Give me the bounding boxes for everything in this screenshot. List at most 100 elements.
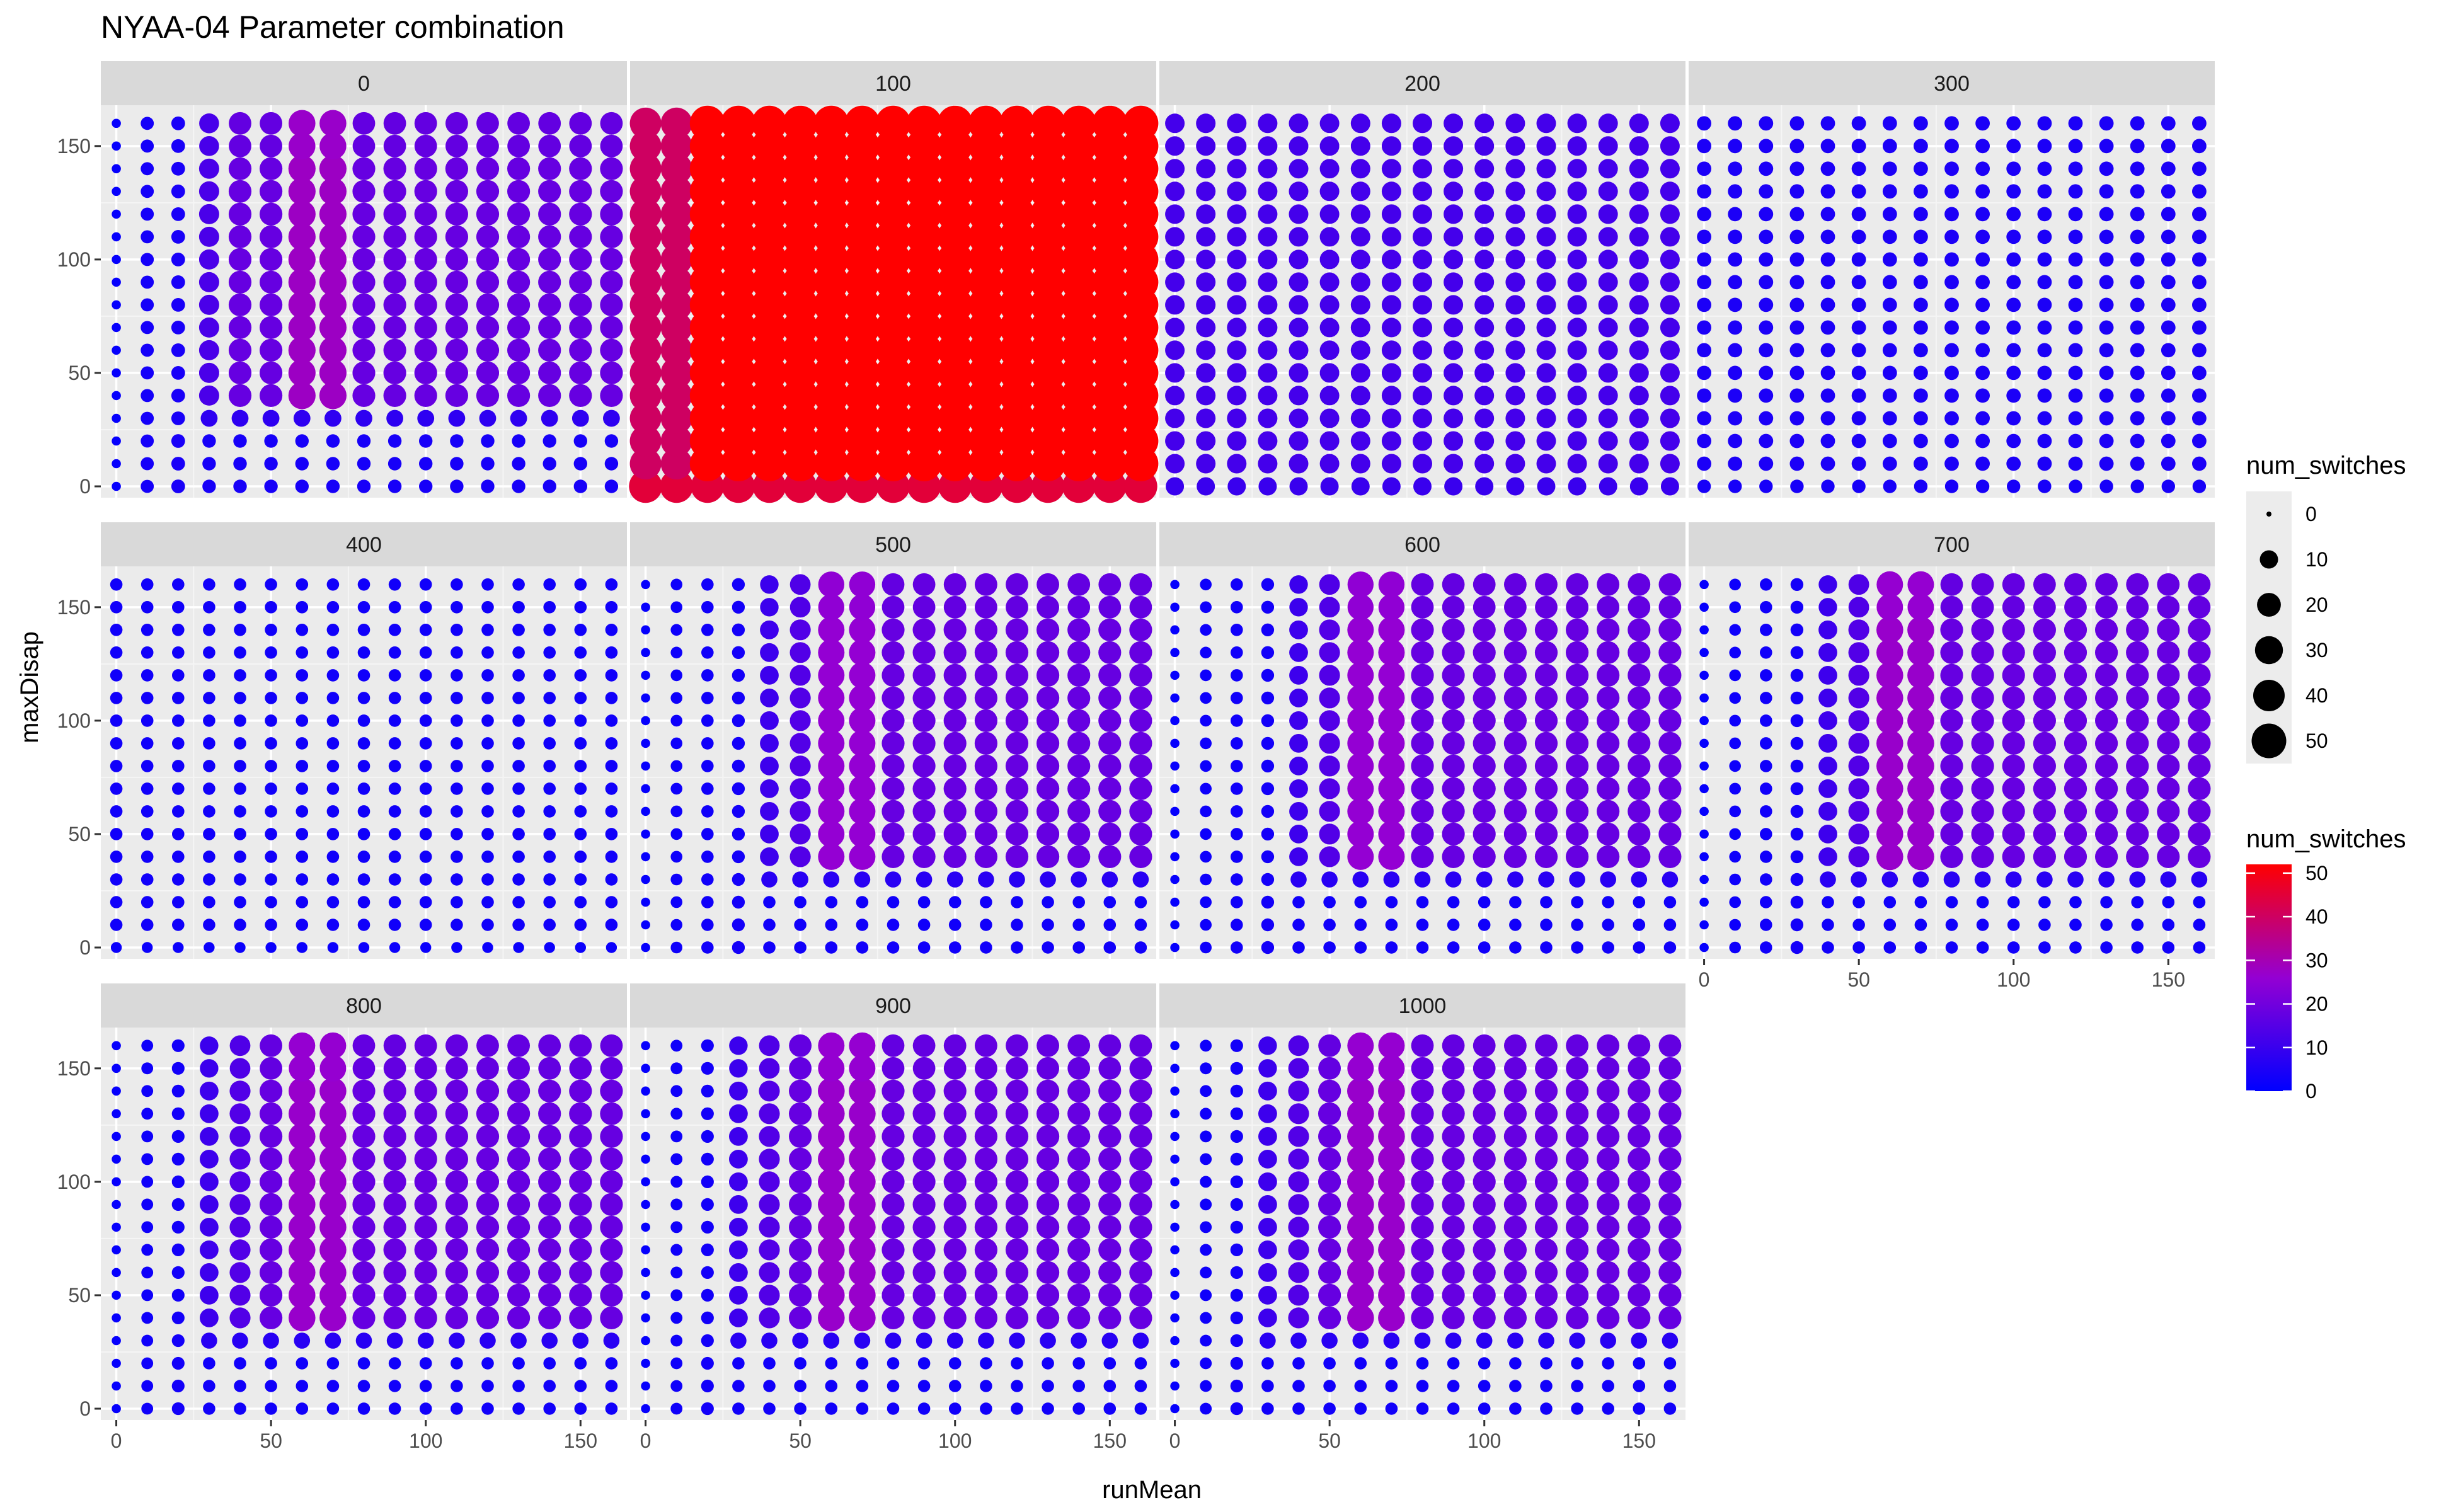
- data-point: [605, 1357, 618, 1370]
- data-point: [1350, 386, 1370, 406]
- data-point: [943, 709, 967, 732]
- data-point: [1663, 919, 1677, 931]
- data-point: [1820, 297, 1835, 312]
- data-point: [1631, 1332, 1648, 1349]
- data-point: [1170, 874, 1180, 885]
- data-point: [2095, 573, 2118, 596]
- data-point: [231, 410, 249, 427]
- data-point: [670, 850, 682, 863]
- data-point: [849, 594, 876, 621]
- data-point: [569, 1238, 592, 1261]
- data-point: [1566, 845, 1589, 868]
- data-point: [1728, 479, 1742, 493]
- data-point: [1036, 1102, 1060, 1125]
- data-point: [732, 918, 745, 932]
- data-point: [1975, 139, 1990, 154]
- data-point: [1534, 1102, 1558, 1125]
- x-tick-label: 0: [1169, 1429, 1181, 1452]
- data-point: [171, 1402, 185, 1416]
- data-point: [1503, 1215, 1527, 1239]
- data-point: [296, 873, 309, 886]
- data-point: [1883, 941, 1897, 954]
- data-point: [1760, 737, 1772, 750]
- data-point: [1381, 113, 1401, 134]
- data-point: [141, 253, 154, 266]
- data-point: [260, 202, 283, 226]
- data-point: [1098, 777, 1122, 800]
- facet-strip-label: 300: [1934, 72, 1970, 96]
- data-point: [1170, 897, 1180, 907]
- data-point: [603, 1332, 620, 1349]
- data-point: [507, 293, 531, 316]
- data-point: [2192, 479, 2207, 493]
- data-point: [641, 580, 650, 590]
- data-point: [670, 1040, 683, 1052]
- data-point: [1411, 1215, 1434, 1239]
- data-point: [641, 670, 650, 680]
- data-point: [1200, 760, 1212, 772]
- data-point: [732, 646, 745, 660]
- data-point: [1381, 386, 1401, 406]
- data-point: [670, 601, 682, 614]
- data-point: [1729, 805, 1741, 818]
- data-point: [2157, 754, 2180, 777]
- data-point: [171, 184, 185, 198]
- data-point: [1197, 477, 1215, 496]
- data-point: [198, 249, 219, 270]
- data-point: [670, 1221, 683, 1234]
- data-point: [1789, 343, 1805, 358]
- data-point: [507, 316, 531, 339]
- data-point: [260, 338, 283, 362]
- data-point: [1628, 663, 1651, 687]
- data-point: [1320, 477, 1339, 496]
- data-point: [1507, 1332, 1524, 1349]
- data-point: [141, 457, 154, 471]
- data-point: [1975, 320, 1990, 335]
- data-point: [1473, 595, 1496, 619]
- data-point: [2098, 871, 2115, 888]
- data-point: [1442, 1261, 1465, 1284]
- data-point: [1258, 1195, 1277, 1214]
- data-point: [1534, 686, 1558, 709]
- data-point: [1536, 181, 1556, 202]
- data-point: [512, 805, 525, 818]
- data-point: [2037, 343, 2052, 358]
- data-point: [112, 232, 121, 242]
- data-point: [141, 366, 154, 380]
- facet-strip-label: 600: [1404, 533, 1440, 557]
- data-point: [445, 1238, 469, 1261]
- data-point: [881, 777, 905, 800]
- data-point: [2095, 799, 2118, 823]
- data-point: [1005, 731, 1029, 755]
- data-point: [1318, 1193, 1341, 1216]
- facet-strip-label: 800: [346, 994, 382, 1018]
- data-point: [1660, 136, 1680, 156]
- data-point: [574, 578, 587, 591]
- data-point: [1818, 779, 1837, 798]
- data-point: [1036, 754, 1060, 777]
- data-point: [1940, 845, 1963, 868]
- data-point: [849, 1100, 876, 1128]
- y-tick-label: 150: [57, 135, 91, 158]
- data-point: [974, 1306, 997, 1329]
- data-point: [1170, 693, 1180, 703]
- data-point: [1350, 249, 1370, 270]
- data-point: [543, 737, 556, 750]
- data-point: [670, 1153, 683, 1166]
- data-point: [1165, 340, 1185, 360]
- data-point: [1940, 709, 1963, 732]
- data-point: [1447, 1357, 1460, 1370]
- data-point: [229, 1194, 251, 1215]
- data-point: [1505, 318, 1525, 338]
- data-point: [1289, 598, 1308, 617]
- data-point: [701, 601, 714, 614]
- data-point: [296, 760, 309, 772]
- data-point: [1411, 1147, 1434, 1171]
- data-point: [1975, 229, 1990, 244]
- data-point: [260, 1034, 282, 1057]
- data-point: [1354, 1380, 1367, 1392]
- data-point: [1503, 845, 1527, 868]
- data-point: [2157, 799, 2180, 823]
- data-point: [319, 336, 347, 364]
- data-point: [2033, 663, 2056, 687]
